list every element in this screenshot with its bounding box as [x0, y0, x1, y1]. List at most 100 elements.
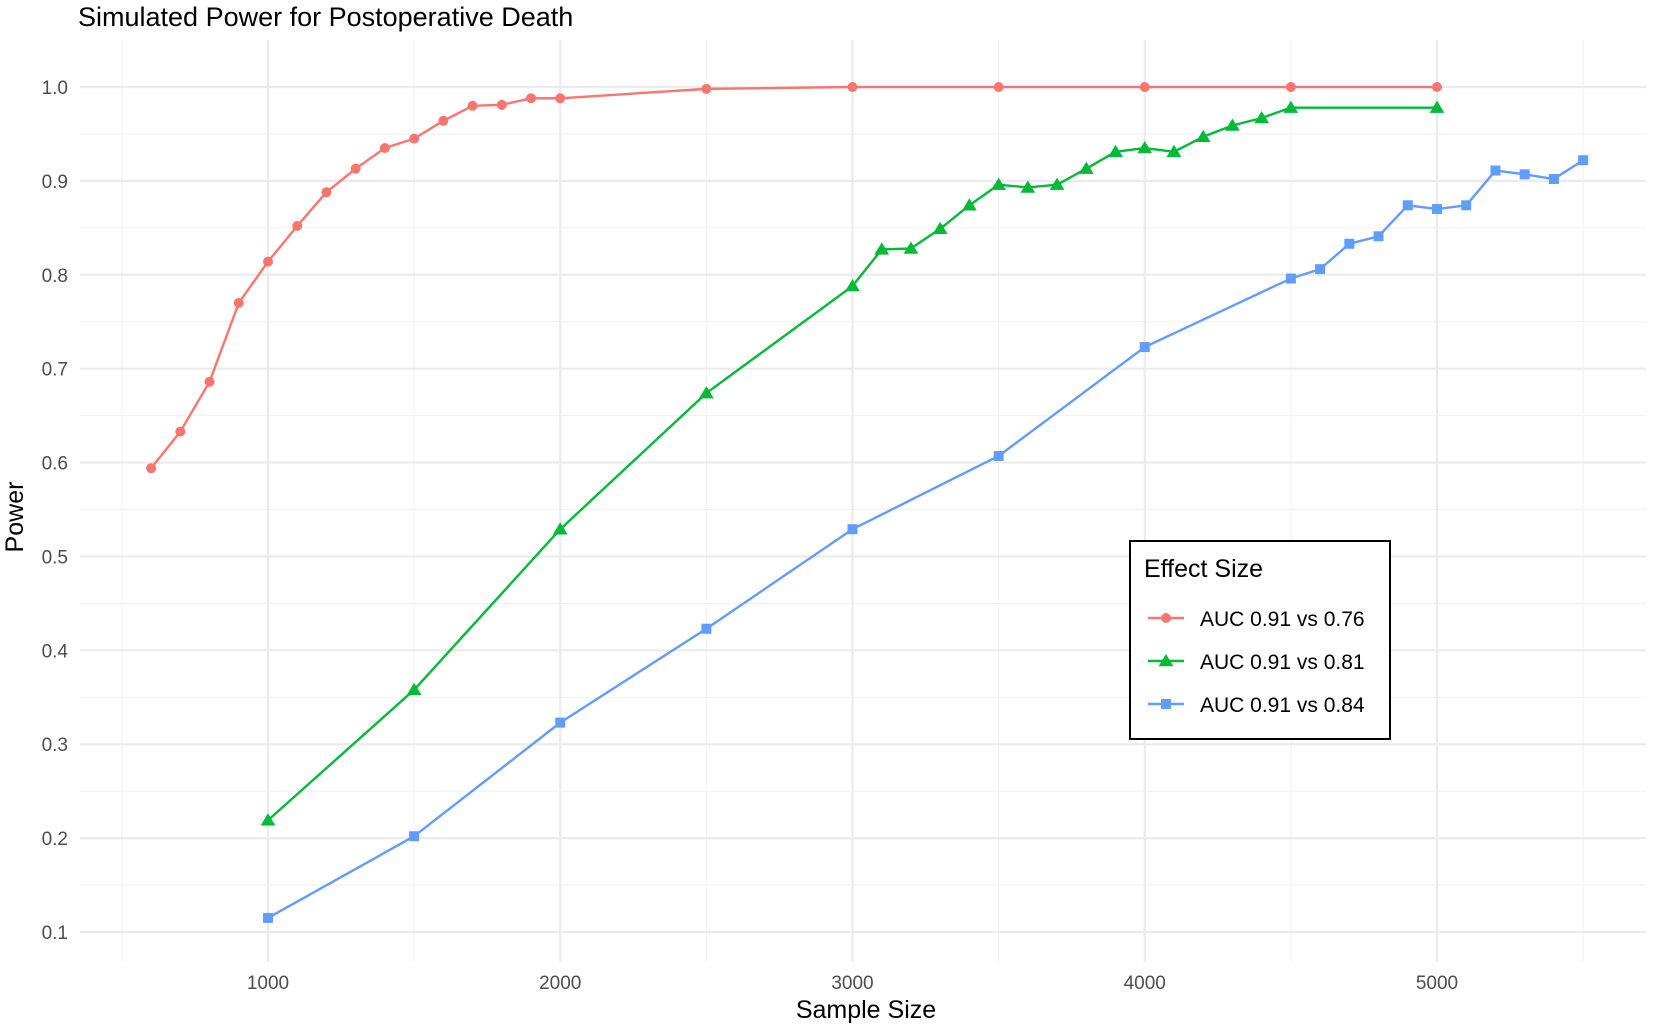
data-point [1285, 273, 1296, 284]
y-tick-label: 0.1 [42, 923, 68, 944]
data-point [321, 187, 332, 198]
y-axis-title: Power [1, 482, 29, 553]
data-point [233, 297, 244, 308]
legend-label: AUC 0.91 vs 0.84 [1200, 694, 1365, 717]
data-point [1432, 82, 1442, 92]
grid [80, 40, 1646, 962]
data-point [438, 115, 449, 126]
data-point [1578, 155, 1589, 166]
series-layer [146, 82, 1589, 923]
series-1 [146, 82, 1442, 474]
legend-key-marker [1158, 654, 1174, 667]
y-tick-label: 1.0 [42, 78, 68, 99]
legend-box [1129, 540, 1391, 740]
legend-key-marker [1161, 613, 1171, 623]
x-tick-label: 3000 [831, 973, 873, 994]
data-point [555, 93, 566, 104]
data-point [962, 198, 977, 211]
data-point [467, 100, 478, 111]
data-point [1139, 342, 1150, 353]
legend-item: AUC 0.91 vs 0.84 [1148, 694, 1365, 717]
data-point [1519, 169, 1530, 180]
data-point [701, 623, 712, 634]
x-tick-label: 1000 [247, 973, 289, 994]
data-point [1139, 82, 1150, 92]
data-point [175, 426, 186, 437]
data-point [409, 831, 420, 842]
legend-title: Effect Size [1144, 555, 1263, 583]
data-point [263, 256, 273, 267]
y-axis-ticks: 0.1 0.2 0.3 0.4 0.5 0.6 0.7 0.8 0.9 1.0 [42, 78, 69, 944]
data-point [1137, 141, 1153, 154]
data-point [552, 522, 568, 535]
legend-key-marker [1161, 699, 1171, 709]
x-tick-label: 5000 [1416, 973, 1458, 994]
data-point [903, 241, 919, 254]
data-point [409, 133, 420, 144]
x-tick-label: 4000 [1124, 973, 1166, 994]
data-point [1225, 118, 1240, 131]
data-point [699, 386, 714, 399]
legend-item: AUC 0.91 vs 0.76 [1148, 608, 1365, 631]
legend-label: AUC 0.91 vs 0.76 [1200, 608, 1365, 631]
data-point [1432, 204, 1442, 215]
data-point [260, 813, 276, 826]
data-point [379, 143, 390, 154]
data-point [874, 242, 890, 255]
data-point [1049, 177, 1065, 190]
data-point [146, 463, 157, 474]
x-axis-title: Sample Size [796, 996, 936, 1024]
data-point [1254, 110, 1269, 124]
chart-title: Simulated Power for Postoperative Death [78, 2, 573, 32]
y-tick-label: 0.7 [42, 360, 68, 381]
y-tick-label: 0.2 [42, 829, 68, 850]
data-point [1490, 165, 1501, 176]
x-tick-label: 2000 [539, 973, 581, 994]
y-tick-label: 0.3 [42, 735, 68, 756]
data-point [1548, 174, 1559, 185]
data-point [1429, 100, 1445, 113]
y-tick-label: 0.5 [42, 547, 68, 568]
data-point [1402, 200, 1413, 211]
y-tick-label: 0.4 [42, 641, 69, 662]
data-point [406, 682, 422, 696]
data-point [1108, 144, 1123, 158]
data-point [1344, 238, 1355, 249]
data-point [263, 912, 273, 923]
data-point [932, 221, 948, 235]
data-point [1285, 82, 1296, 92]
y-tick-label: 0.6 [42, 454, 68, 475]
data-point [1195, 129, 1211, 143]
data-point [1315, 264, 1326, 275]
data-point [1020, 180, 1036, 193]
data-point [701, 83, 712, 94]
data-point [993, 82, 1004, 92]
data-point [292, 220, 303, 231]
data-point [526, 93, 537, 104]
data-point [204, 376, 215, 387]
data-point [1078, 161, 1094, 174]
data-point [350, 163, 361, 174]
y-tick-label: 0.9 [42, 172, 68, 193]
data-point [991, 177, 1006, 190]
data-point [1373, 231, 1384, 242]
data-point [847, 524, 858, 535]
series-3 [263, 155, 1589, 923]
series-line [150, 85, 1437, 469]
data-point [993, 450, 1004, 461]
data-point [847, 82, 858, 92]
legend-item: AUC 0.91 vs 0.81 [1148, 651, 1365, 674]
x-axis-ticks: 1000 2000 3000 4000 5000 [247, 973, 1458, 994]
data-point [1166, 144, 1182, 158]
legend-items: AUC 0.91 vs 0.76 AUC 0.91 vs 0.81 AUC 0.91… [1148, 608, 1365, 717]
data-point [845, 279, 860, 292]
series-2 [260, 100, 1445, 826]
data-point [555, 717, 566, 728]
legend-label: AUC 0.91 vs 0.81 [1200, 651, 1365, 674]
data-point [496, 99, 507, 110]
y-tick-label: 0.8 [42, 266, 68, 287]
data-point [1461, 200, 1472, 211]
data-point [1283, 100, 1299, 113]
